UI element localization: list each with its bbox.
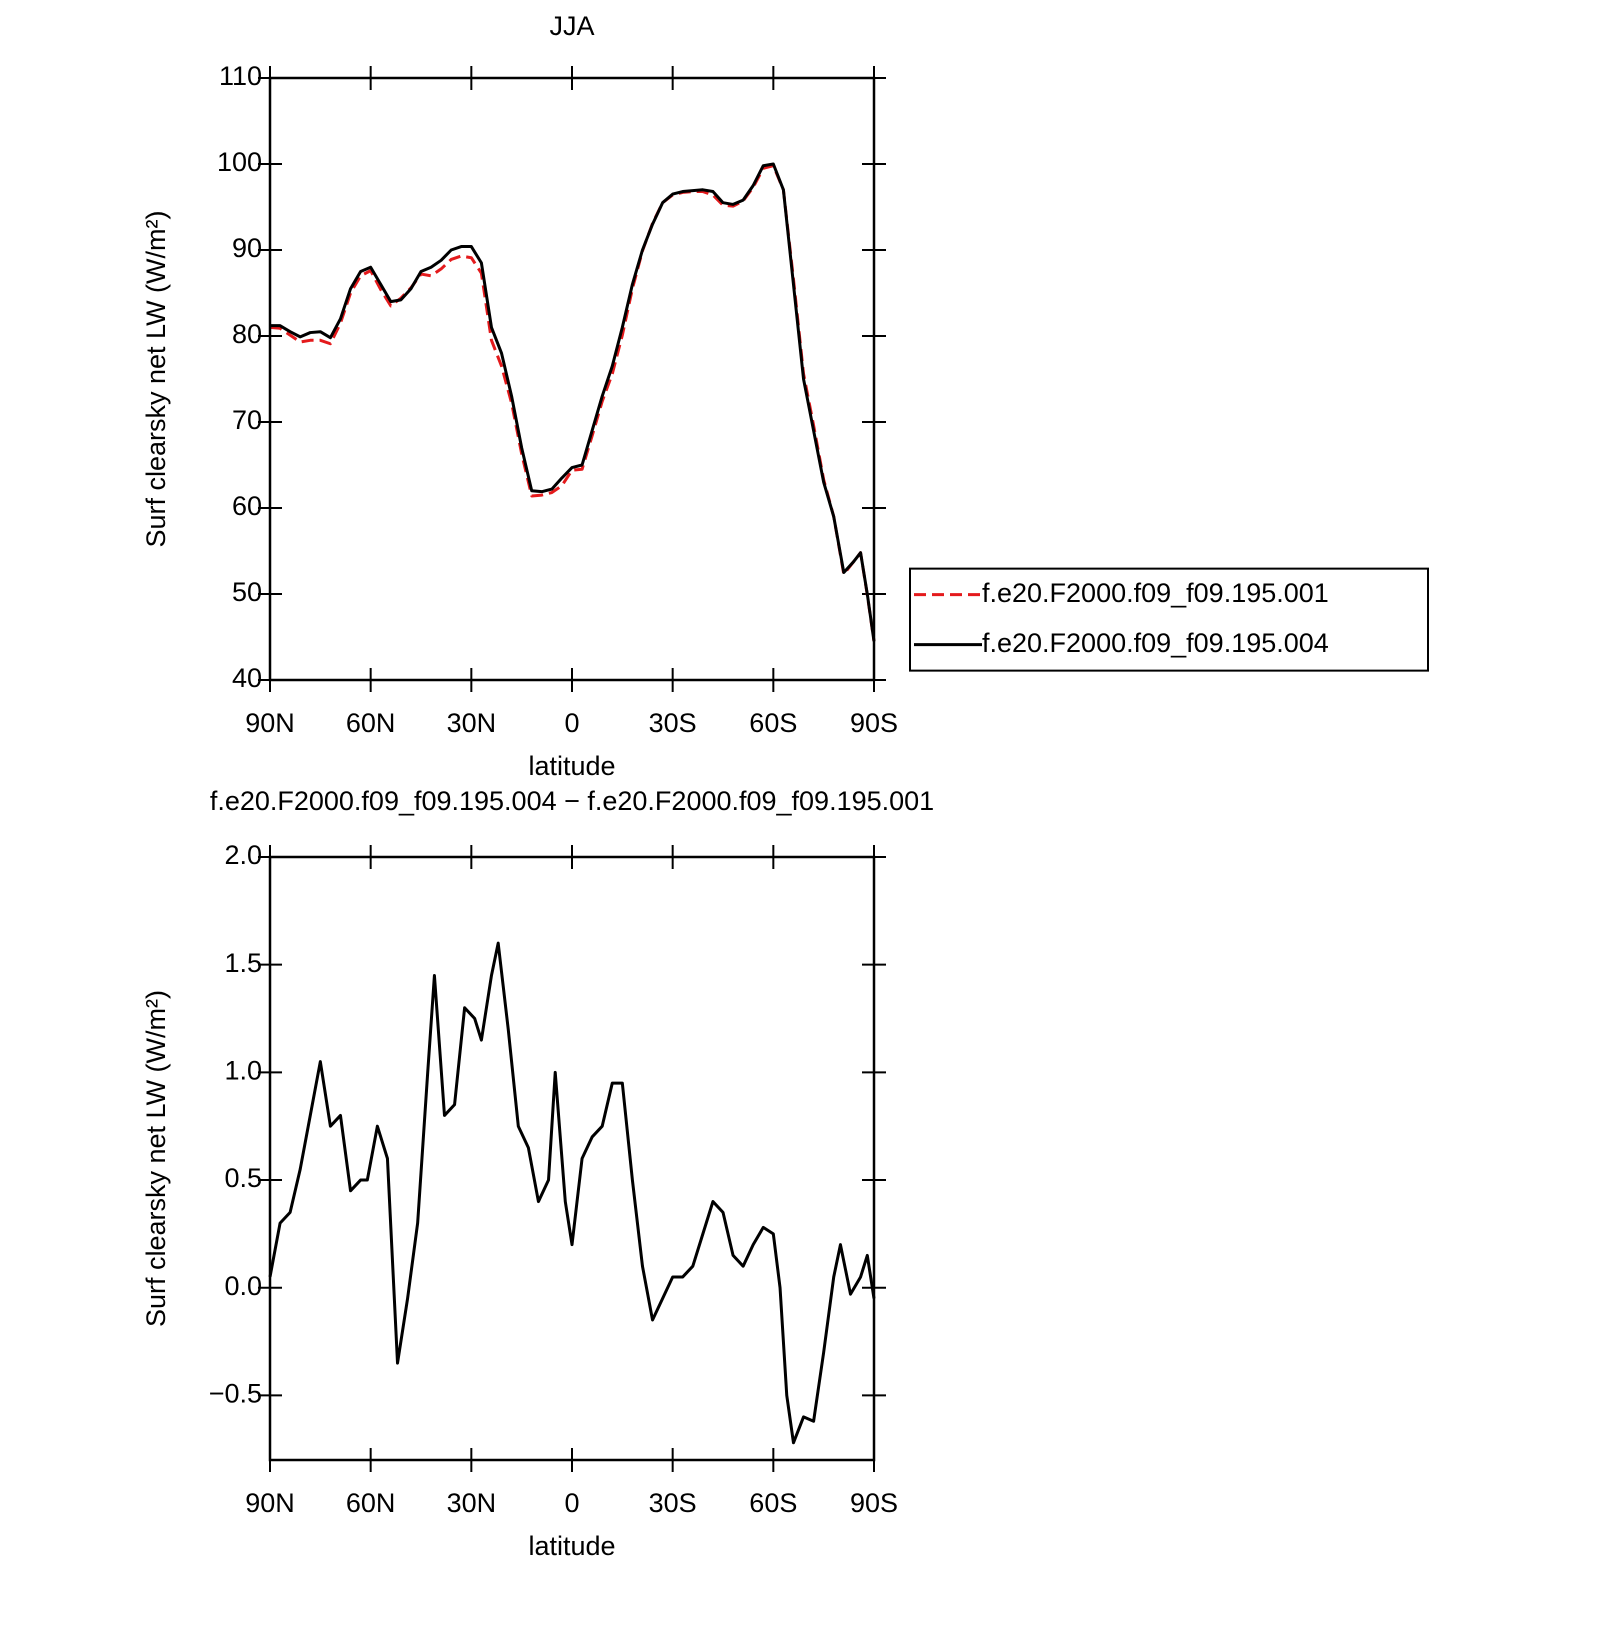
x-axis-label: latitude (528, 751, 615, 781)
x-axis-label: latitude (528, 1531, 615, 1561)
panel: JJA latitude Surf clearsky net LW (W/m²) 40… (141, 11, 1429, 781)
y-tick-label: 0.5 (224, 1163, 262, 1193)
plot-frame (268, 76, 876, 682)
legend: f.e20.F2000.f09_f09.195.001 f.e20.F2000.f… (909, 567, 1429, 672)
y-tick-label: 110 (219, 61, 262, 91)
x-tick-label: 60N (346, 708, 396, 738)
x-tick-label: 90N (245, 1488, 295, 1518)
legend-label: f.e20.F2000.f09_f09.195.001 (982, 578, 1329, 608)
y-tick-label: 2.0 (224, 840, 262, 870)
legend-label: f.e20.F2000.f09_f09.195.004 (982, 628, 1329, 658)
y-axis-label: Surf clearsky net LW (W/m²) (141, 210, 171, 547)
legend-box (909, 567, 1429, 672)
y-tick-label: 90 (232, 233, 262, 263)
data-line (270, 162, 876, 642)
x-tick-label: 60S (749, 708, 797, 738)
x-tick-label: 0 (564, 1488, 579, 1518)
x-tick-label: 90S (850, 708, 898, 738)
y-tick-label: 1.5 (224, 948, 262, 978)
y-tick-label: 100 (217, 147, 262, 177)
x-tick-label: 30S (649, 708, 697, 738)
panel: f.e20.F2000.f09_f09.195.004 − f.e20.F200… (141, 786, 934, 1561)
x-tick-label: 90S (850, 1488, 898, 1518)
data-line (269, 164, 876, 642)
y-tick-label: 60 (232, 491, 262, 521)
x-tick-label: 0 (564, 708, 579, 738)
y-axis-label: Surf clearsky net LW (W/m²) (141, 990, 171, 1327)
y-tick-label: −0.5 (209, 1379, 262, 1409)
y-tick-label: 80 (232, 319, 262, 349)
x-tick-label: 60S (749, 1488, 797, 1518)
x-tick-label: 30S (649, 1488, 697, 1518)
x-tick-label: 90N (245, 708, 295, 738)
y-tick-label: 70 (232, 405, 262, 435)
y-tick-label: 0.0 (224, 1271, 262, 1301)
x-tick-label: 30N (447, 708, 497, 738)
data-line (268, 941, 876, 1445)
y-tick-label: 50 (232, 577, 262, 607)
y-tick-label: 1.0 (224, 1055, 262, 1085)
x-tick-label: 30N (447, 1488, 497, 1518)
plot-frame (268, 855, 876, 1462)
x-tick-label: 60N (346, 1488, 396, 1518)
chart-title: JJA (549, 11, 594, 41)
chart-title: f.e20.F2000.f09_f09.195.004 − f.e20.F200… (210, 786, 934, 816)
y-tick-label: 40 (232, 663, 262, 693)
